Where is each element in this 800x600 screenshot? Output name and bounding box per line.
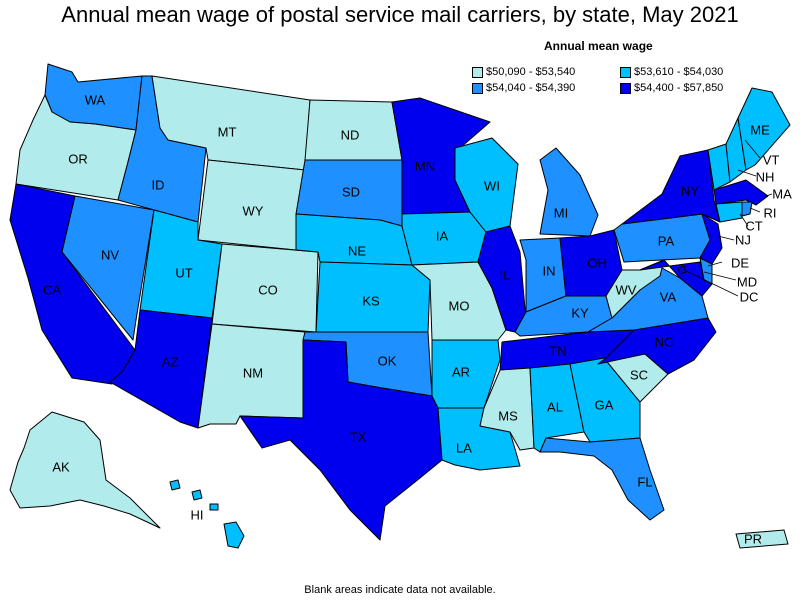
state-label-il: IL	[500, 267, 511, 282]
state-label-ct: CT	[745, 218, 762, 233]
state-label-nm: NM	[243, 365, 263, 380]
state-label-nj: NJ	[735, 232, 751, 247]
state-wv[interactable]	[605, 259, 665, 319]
state-label-wv: WV	[616, 282, 637, 297]
state-me[interactable]	[737, 87, 791, 171]
state-label-ne: NE	[348, 243, 366, 258]
legend-item-bin-1: $50,090 - $53,540	[472, 66, 575, 78]
state-hi[interactable]	[209, 503, 219, 511]
state-label-ri: RI	[764, 205, 777, 220]
state-ct[interactable]	[715, 201, 743, 223]
state-nv[interactable]	[61, 195, 155, 341]
state-az[interactable]	[109, 309, 213, 429]
state-label-ut: UT	[175, 265, 192, 280]
leader-line	[717, 235, 735, 241]
map-title: Annual mean wage of postal service mail …	[61, 2, 739, 27]
leader-line	[683, 269, 739, 297]
state-label-sc: SC	[630, 367, 648, 382]
state-label-tx: TX	[350, 429, 367, 444]
state-label-hi: HI	[191, 507, 204, 522]
state-label-ga: GA	[595, 397, 614, 412]
state-label-in: IN	[543, 263, 556, 278]
legend-item-bin-3: $54,040 - $54,390	[472, 82, 575, 94]
state-label-oh: OH	[587, 255, 607, 270]
state-label-ak: AK	[52, 459, 70, 474]
footnote: Blank areas indicate data not available.	[304, 584, 496, 596]
state-label-wi: WI	[484, 178, 500, 193]
state-label-az: AZ	[162, 354, 179, 369]
state-label-or: OR	[68, 151, 88, 166]
legend-label: $50,090 - $53,540	[486, 66, 576, 78]
state-hi[interactable]	[223, 521, 245, 549]
state-label-nh: NH	[756, 169, 775, 184]
state-label-wa: WA	[85, 92, 106, 107]
state-label-ks: KS	[362, 293, 380, 308]
state-label-fl: FL	[637, 474, 652, 489]
state-tx[interactable]	[239, 339, 443, 541]
state-label-ky: KY	[571, 305, 589, 320]
leader-line	[707, 261, 723, 267]
state-label-pr: PR	[744, 531, 762, 546]
state-label-al: AL	[547, 399, 563, 414]
leader-line	[749, 207, 761, 213]
leader-line	[765, 193, 773, 197]
state-dc[interactable]	[677, 265, 687, 275]
legend-label: $54,400 - $57,850	[634, 82, 724, 94]
state-mi[interactable]	[539, 147, 599, 237]
state-ak[interactable]	[9, 411, 161, 529]
state-hi[interactable]	[169, 479, 181, 491]
state-label-ma: MA	[772, 186, 792, 201]
leader-line	[739, 213, 749, 227]
leader-line	[744, 139, 761, 159]
state-label-mi: MI	[554, 205, 568, 220]
state-ri[interactable]	[741, 201, 753, 217]
state-label-ny: NY	[681, 183, 699, 198]
state-label-mt: MT	[218, 124, 237, 139]
legend-swatch	[472, 66, 483, 78]
state-pr[interactable]	[735, 529, 789, 549]
state-label-nv: NV	[101, 247, 119, 262]
state-label-ok: OK	[378, 353, 397, 368]
state-label-de: DE	[731, 255, 749, 270]
state-label-pa: PA	[658, 233, 675, 248]
state-hi[interactable]	[191, 489, 203, 501]
state-label-va: VA	[660, 289, 677, 304]
legend-item-bin-4: $54,400 - $57,850	[620, 82, 723, 94]
state-label-ms: MS	[498, 408, 518, 423]
legend-swatch	[472, 82, 483, 94]
state-fl[interactable]	[539, 437, 665, 521]
state-md[interactable]	[639, 259, 713, 297]
state-ny[interactable]	[621, 149, 721, 225]
leader-line	[737, 169, 757, 177]
legend-label: $54,040 - $54,390	[486, 82, 576, 94]
state-ks[interactable]	[315, 261, 431, 333]
state-nc[interactable]	[597, 317, 717, 375]
state-label-co: CO	[258, 282, 278, 297]
state-label-md: MD	[737, 274, 757, 289]
state-label-mo: MO	[449, 298, 470, 313]
state-label-ia: IA	[436, 228, 449, 243]
legend-item-bin-2: $53,610 - $54,030	[620, 66, 723, 78]
state-label-mn: MN	[415, 158, 435, 173]
state-label-tn: TN	[549, 343, 566, 358]
legend-swatch	[620, 82, 631, 94]
state-label-id: ID	[152, 177, 165, 192]
state-label-nd: ND	[341, 127, 360, 142]
state-label-ar: AR	[452, 364, 470, 379]
leader-line	[703, 271, 737, 281]
state-label-sd: SD	[342, 184, 360, 199]
legend-swatch	[620, 66, 631, 78]
legend-title: Annual mean wage	[544, 39, 653, 53]
legend-label: $53,610 - $54,030	[634, 66, 724, 78]
state-label-la: LA	[456, 440, 472, 455]
state-label-nc: NC	[655, 334, 674, 349]
state-label-ca: CA	[43, 282, 61, 297]
state-label-me: ME	[750, 122, 770, 137]
state-label-wy: WY	[243, 203, 264, 218]
state-label-vt: VT	[763, 152, 780, 167]
state-label-dc: DC	[740, 289, 759, 304]
